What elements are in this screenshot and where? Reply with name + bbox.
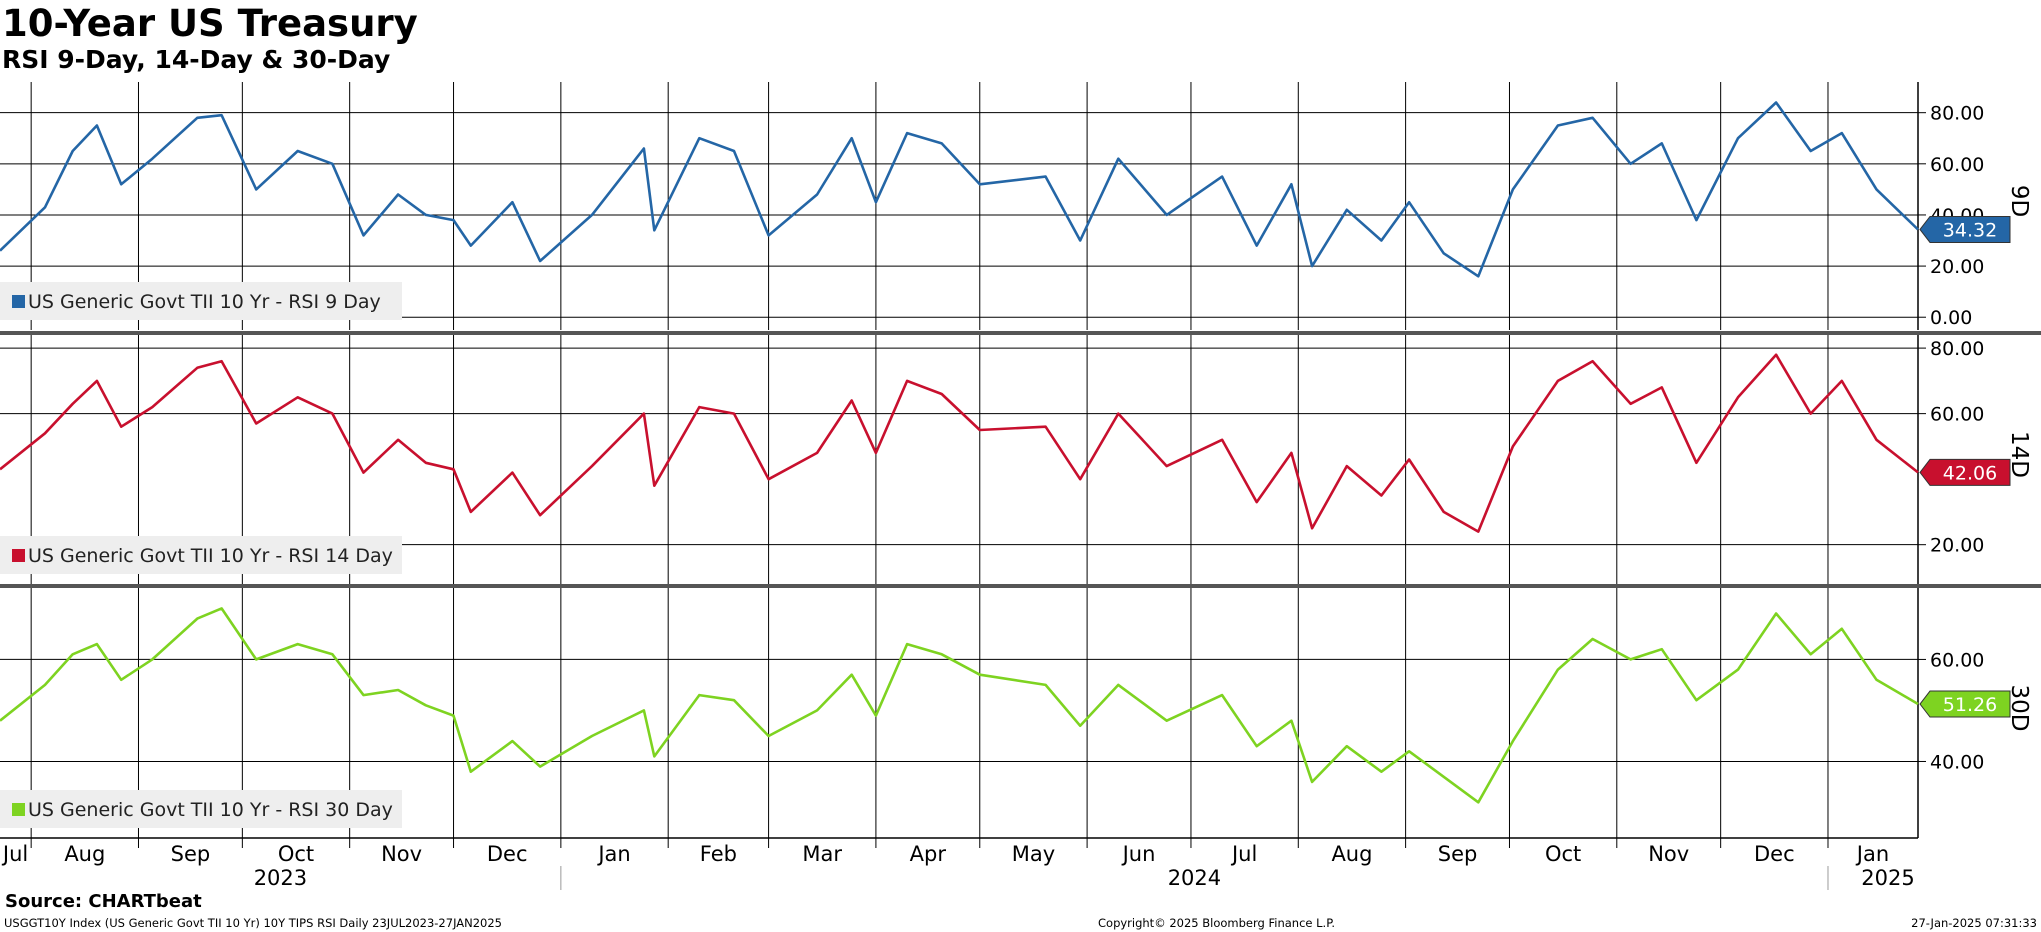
last-value-tag <box>1919 215 2011 243</box>
panel-axis-label: 30D <box>2006 685 2032 732</box>
y-tick-label: 60.00 <box>1930 154 1984 176</box>
last-value-tag <box>1919 458 2011 486</box>
x-month-label: Jan <box>1855 842 1889 866</box>
footer-copyright: Copyright© 2025 Bloomberg Finance L.P. <box>1098 916 1335 930</box>
legend-swatch <box>12 295 25 308</box>
x-month-label: Nov <box>381 842 422 866</box>
chart-title: 10-Year US Treasury <box>2 2 418 45</box>
x-month-label: Oct <box>1545 842 1581 866</box>
x-month-label: Nov <box>1648 842 1689 866</box>
y-tick-label: 60.00 <box>1930 649 1984 671</box>
x-month-label: Jan <box>596 842 630 866</box>
legend-swatch <box>12 549 25 562</box>
series-line <box>0 101 1919 278</box>
rsi-chart: 0.00 20.00 40.00 60.00 80.00 34.32 9D US Generi… <box>0 82 2041 890</box>
panel-separator <box>0 331 2041 335</box>
y-tick-label: 20.00 <box>1930 256 1984 278</box>
panel-axis-label: 9D <box>2006 185 2032 217</box>
legend-label: US Generic Govt TII 10 Yr - RSI 14 Day <box>28 545 393 567</box>
x-month-label: Dec <box>487 842 528 866</box>
panel-axis-label: 14D <box>2006 431 2032 478</box>
last-value-label: 51.26 <box>1943 694 1997 716</box>
x-year-label: 2025 <box>1861 866 1914 890</box>
x-month-label: Apr <box>910 842 947 866</box>
legend-label: US Generic Govt TII 10 Yr - RSI 30 Day <box>28 799 393 821</box>
x-month-label: Sep <box>171 842 211 866</box>
x-month-label: Feb <box>700 842 737 866</box>
panel-separator <box>0 584 2041 588</box>
chart-subtitle: RSI 9-Day, 14-Day & 30-Day <box>2 45 391 74</box>
y-tick-label: 20.00 <box>1930 535 1984 557</box>
last-value-label: 34.32 <box>1943 219 1997 241</box>
x-year-label: 2023 <box>254 866 307 890</box>
y-tick-label: 40.00 <box>1930 751 1984 773</box>
series-line <box>0 353 1919 533</box>
legend-swatch <box>12 803 25 816</box>
y-tick-label: 60.00 <box>1930 404 1984 426</box>
legend-label: US Generic Govt TII 10 Yr - RSI 9 Day <box>28 291 381 313</box>
x-month-label: Aug <box>1331 842 1372 866</box>
x-axis: Jul Aug Sep Oct Nov Dec Jan Feb Mar Apr May Jun Jul A… <box>0 331 2041 890</box>
legend-box <box>0 536 402 574</box>
panel-rsi-14d: 20.00 60.00 80.00 42.06 14D US Generic Govt T… <box>0 335 2032 584</box>
last-value-label: 42.06 <box>1943 462 1997 484</box>
legend-box <box>0 790 402 828</box>
x-month-label: Dec <box>1754 842 1795 866</box>
y-tick-label: 80.00 <box>1930 103 1984 125</box>
legend-box <box>0 282 402 320</box>
footer-timestamp: 27-Jan-2025 07:31:33 <box>1911 916 2037 930</box>
x-month-label: May <box>1012 842 1055 866</box>
y-tick-label: 80.00 <box>1930 338 1984 360</box>
x-month-label: Jul <box>1 842 28 866</box>
panel-rsi-30d: 40.00 60.00 51.26 30D US Generic Govt TII 10… <box>0 588 2032 838</box>
x-month-label: Mar <box>802 842 842 866</box>
x-month-label: Sep <box>1438 842 1478 866</box>
x-month-label: Aug <box>64 842 105 866</box>
y-tick-label: 0.00 <box>1930 307 1972 329</box>
footer-index-info: USGGT10Y Index (US Generic Govt TII 10 Y… <box>4 916 502 930</box>
x-year-label: 2024 <box>1168 866 1221 890</box>
x-month-label: Jul <box>1230 842 1257 866</box>
series-line <box>0 607 1919 804</box>
source-label: Source: CHARTbeat <box>5 891 202 912</box>
last-value-tag <box>1919 690 2011 718</box>
x-month-label: Oct <box>278 842 314 866</box>
x-month-label: Jun <box>1121 842 1156 866</box>
